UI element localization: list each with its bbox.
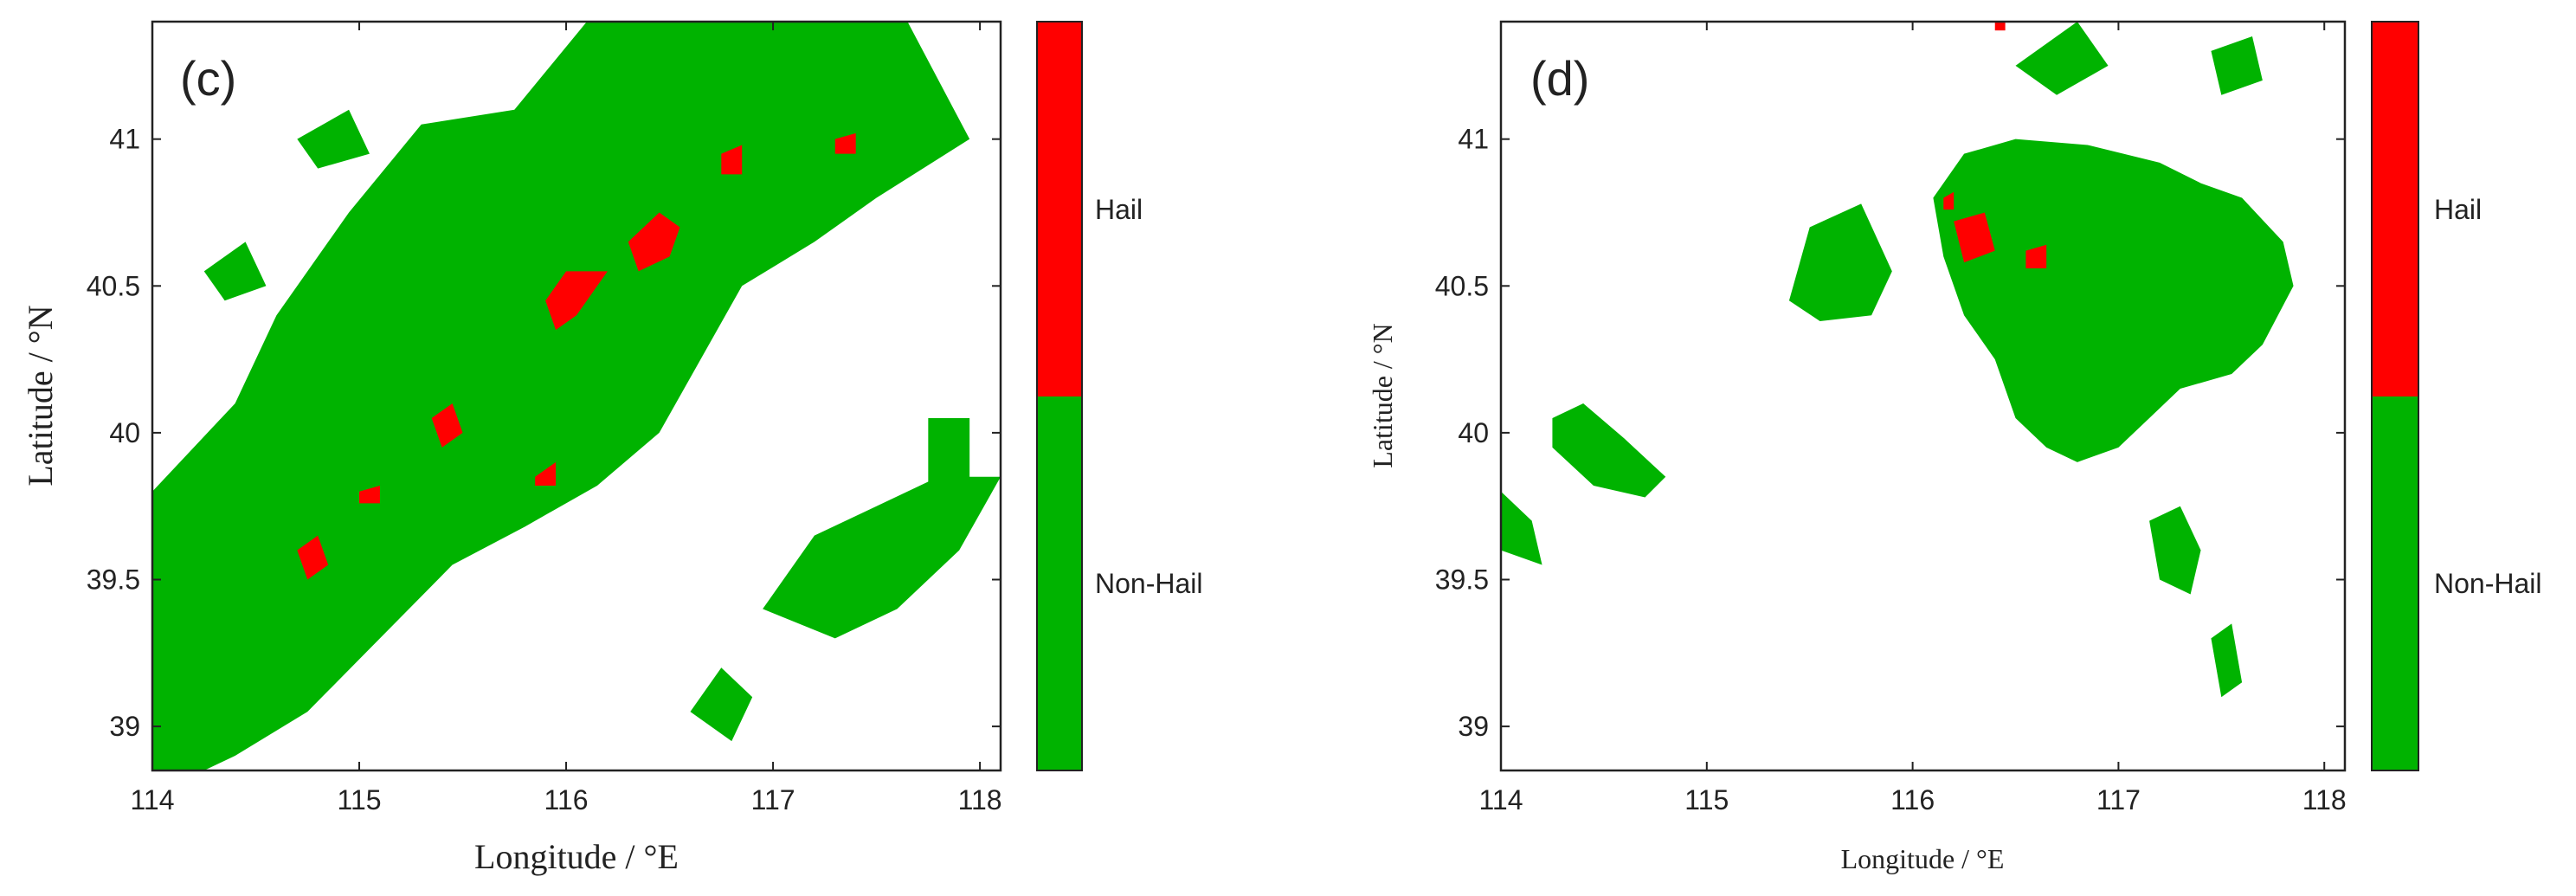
colorbar-frame-c bbox=[1036, 21, 1083, 771]
colorbar-non-hail-swatch-c bbox=[1037, 396, 1082, 770]
colorbar-frame-d bbox=[2371, 21, 2419, 771]
hail-region bbox=[535, 461, 557, 486]
non-hail-region bbox=[2015, 22, 2109, 95]
non-hail-region bbox=[928, 417, 970, 506]
colorbar-c: Hail Non-Hail bbox=[1036, 21, 1202, 771]
plot-frame-d bbox=[1499, 20, 2347, 772]
non-hail-region bbox=[1933, 139, 2294, 462]
panel-d: (d) 114 115 116 117 118 39 39.5 40 40.5 41 Longi… bbox=[1367, 20, 2541, 874]
x-tick-label: 114 bbox=[130, 784, 174, 815]
x-tick-label: 115 bbox=[338, 784, 382, 815]
colorbar-d: Hail Non-Hail bbox=[2371, 21, 2541, 771]
plot-area-c bbox=[152, 22, 1001, 770]
non-hail-region bbox=[690, 667, 753, 742]
colorbar-hail-swatch-d bbox=[2372, 22, 2418, 396]
non-hail-region bbox=[1552, 403, 1666, 498]
hail-region bbox=[431, 403, 463, 448]
hail-region bbox=[628, 212, 680, 272]
y-axis-title-c: Latitude / °N bbox=[21, 305, 60, 486]
x-tick-label: 114 bbox=[1478, 784, 1523, 815]
non-hail-region bbox=[152, 22, 970, 770]
x-axis-c: 114 115 116 117 118 bbox=[130, 22, 1002, 815]
y-axis-title-d: Latitude / °N bbox=[1367, 323, 1398, 467]
panel-label-d: (d) bbox=[1530, 51, 1589, 106]
y-tick-label: 40 bbox=[1458, 417, 1489, 448]
colorbar-hail-swatch-c bbox=[1037, 22, 1082, 396]
hail-region bbox=[545, 271, 608, 331]
hail-region bbox=[297, 535, 329, 580]
non-hail-region bbox=[297, 109, 370, 169]
y-tick-label: 41 bbox=[109, 124, 140, 155]
y-tick-label: 40.5 bbox=[87, 270, 140, 301]
y-tick-label: 41 bbox=[1458, 124, 1489, 155]
hail-region bbox=[1943, 191, 1955, 210]
hail-region bbox=[359, 485, 380, 504]
x-axis-d: 114 115 116 117 118 bbox=[1478, 22, 2347, 815]
hail-region bbox=[721, 145, 743, 175]
hail-region bbox=[1954, 212, 1995, 263]
non-hail-region bbox=[1788, 203, 1892, 321]
x-tick-label: 116 bbox=[544, 784, 589, 815]
non-hail-region bbox=[763, 476, 1001, 639]
plot-frame-c bbox=[151, 20, 1002, 772]
colorbar-non-hail-label-c: Non-Hail bbox=[1095, 568, 1202, 599]
y-tick-label: 39 bbox=[109, 711, 140, 742]
y-tick-label: 39 bbox=[1458, 711, 1489, 742]
colorbar-hail-label-c: Hail bbox=[1095, 194, 1143, 225]
non-hail-region bbox=[203, 242, 267, 301]
y-axis-d: 39 39.5 40 40.5 41 bbox=[1435, 124, 2345, 742]
y-tick-label: 39.5 bbox=[87, 564, 140, 596]
x-tick-label: 118 bbox=[2302, 784, 2347, 815]
x-axis-title-c: Longitude / °E bbox=[474, 837, 679, 876]
hail-region bbox=[1994, 22, 2006, 31]
x-tick-label: 117 bbox=[2096, 784, 2141, 815]
colorbar-non-hail-label-d: Non-Hail bbox=[2434, 568, 2541, 599]
y-tick-label: 40 bbox=[109, 417, 140, 448]
x-tick-label: 116 bbox=[1890, 784, 1935, 815]
plot-area-d bbox=[1501, 22, 2294, 698]
non-hail-region bbox=[2149, 506, 2201, 595]
panel-label-c: (c) bbox=[180, 51, 236, 106]
colorbar-hail-label-d: Hail bbox=[2434, 194, 2482, 225]
non-hail-region bbox=[2211, 35, 2263, 95]
x-tick-label: 118 bbox=[958, 784, 1002, 815]
hail-region bbox=[834, 132, 856, 154]
non-hail-region bbox=[1501, 491, 1542, 565]
x-tick-label: 115 bbox=[1684, 784, 1729, 815]
non-hail-region bbox=[2211, 623, 2243, 698]
x-axis-title-d: Longitude / °E bbox=[1841, 843, 2005, 874]
x-tick-label: 117 bbox=[751, 784, 795, 815]
colorbar-non-hail-swatch-d bbox=[2372, 396, 2418, 770]
y-axis-c: 39 39.5 40 40.5 41 bbox=[87, 124, 1001, 742]
y-tick-label: 40.5 bbox=[1435, 270, 1489, 301]
hail-region bbox=[2025, 244, 2047, 268]
y-tick-label: 39.5 bbox=[1435, 564, 1489, 596]
panel-c: (c) 114 115 116 117 118 39 39.5 40 40.5 41 Longi… bbox=[21, 20, 1202, 876]
